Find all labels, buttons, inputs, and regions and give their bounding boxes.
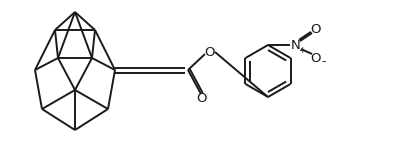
Text: O: O bbox=[310, 52, 320, 64]
Text: O: O bbox=[204, 45, 215, 59]
Text: O: O bbox=[196, 92, 207, 106]
Text: N: N bbox=[290, 38, 300, 52]
Text: -: - bbox=[321, 56, 325, 68]
Text: +: + bbox=[298, 45, 305, 55]
Text: O: O bbox=[310, 22, 320, 36]
